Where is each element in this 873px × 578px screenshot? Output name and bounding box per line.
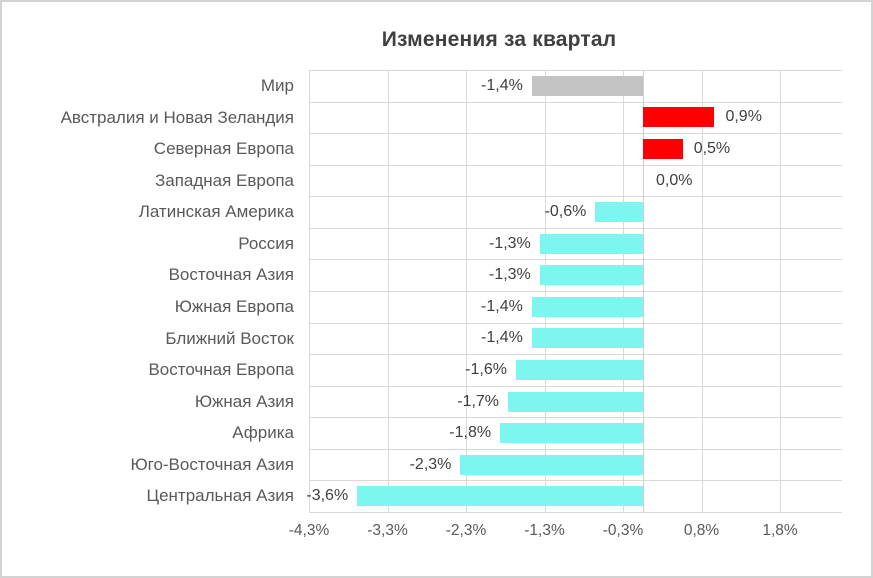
gridline-horizontal (309, 70, 842, 71)
gridline-vertical (309, 70, 310, 512)
zero-axis-line (643, 70, 644, 512)
gridline-vertical (544, 70, 546, 512)
value-label: -3,6% (306, 487, 349, 505)
value-label: -2,3% (409, 455, 452, 473)
gridline-horizontal (309, 291, 842, 292)
category-label: Западная Европа (154, 170, 294, 190)
gridline-vertical (780, 70, 781, 512)
bar (531, 296, 643, 317)
bar (508, 391, 643, 412)
bar (357, 486, 643, 507)
gridline-horizontal (309, 101, 842, 103)
gridline-horizontal (309, 385, 842, 387)
value-label: -1,4% (481, 76, 523, 94)
gridline-horizontal (309, 259, 842, 261)
gridline-horizontal (309, 512, 842, 513)
category-label: Южная Европа (174, 297, 294, 316)
gridline-horizontal (309, 322, 842, 324)
category-label: Южная Азия (194, 391, 294, 411)
bar (460, 454, 643, 475)
category-label: Африка (232, 423, 294, 443)
x-tick-label: 0,8% (683, 522, 720, 539)
bar (643, 107, 715, 128)
gridline-horizontal (309, 196, 842, 198)
category-label: Россия (238, 233, 294, 253)
bar (531, 328, 643, 349)
bar (500, 423, 643, 444)
value-label: -1,4% (481, 297, 523, 315)
bar (643, 138, 683, 159)
gridline-horizontal (309, 417, 842, 419)
value-label: -1,7% (457, 392, 500, 410)
value-label: 0,0% (656, 171, 693, 189)
value-label: -1,3% (488, 266, 531, 284)
gridline-horizontal (309, 448, 842, 450)
gridline-horizontal (309, 227, 842, 229)
category-label: Латинская Америка (138, 202, 294, 222)
category-label: Центральная Азия (146, 486, 295, 506)
gridline-horizontal (309, 354, 842, 356)
x-tick-label: -0,3% (602, 522, 644, 539)
value-label: -1,3% (488, 234, 531, 252)
gridline-horizontal (309, 133, 842, 135)
x-tick-label: -3,3% (367, 522, 408, 539)
bar (531, 75, 643, 96)
gridline-vertical (701, 70, 703, 512)
category-label: Австралия и Новая Зеландия (60, 107, 294, 127)
value-label: -1,8% (449, 424, 492, 442)
category-label: Восточная Азия (168, 265, 294, 285)
bar (595, 202, 643, 223)
chart-title: Изменения за квартал (381, 28, 617, 51)
category-label: Восточная Европа (148, 360, 294, 380)
plot-area: -1,4% 0,9% 0,5% 0,0% -0,6% -1,3% -1,3% -1,4% -1,… (306, 70, 842, 513)
x-tick-label: -4,3% (288, 522, 330, 539)
x-tick-label: -2,3% (445, 522, 487, 539)
gridline-horizontal (309, 164, 842, 166)
bar (539, 233, 643, 254)
value-label: 0,5% (693, 139, 731, 157)
gridline-vertical (623, 70, 624, 512)
gridline-vertical (387, 70, 389, 512)
category-label: Ближний Восток (165, 328, 294, 348)
value-label: -1,4% (481, 329, 523, 347)
value-label: -0,6% (544, 203, 587, 221)
x-tick-label: 1,8% (762, 522, 798, 539)
value-label: 0,9% (725, 108, 762, 126)
gridline-vertical (466, 70, 467, 512)
bar (515, 359, 643, 380)
bar (539, 265, 643, 286)
category-label: Юго-Восточная Азия (130, 454, 294, 474)
gridline-horizontal (309, 480, 842, 482)
value-label: -1,6% (465, 360, 507, 378)
x-tick-label: -1,3% (524, 522, 565, 539)
category-label: Мир (260, 76, 294, 95)
category-label: Северная Европа (153, 139, 294, 159)
